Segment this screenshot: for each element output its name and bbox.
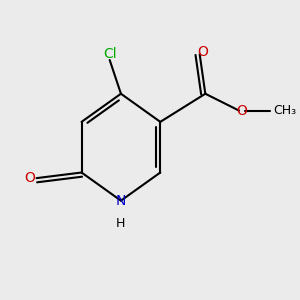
Text: N: N [116,194,126,208]
Text: Cl: Cl [103,47,116,61]
Text: H: H [116,217,126,230]
Text: O: O [236,103,247,118]
Text: O: O [197,44,208,58]
Text: CH₃: CH₃ [273,104,296,117]
Text: O: O [24,171,35,185]
